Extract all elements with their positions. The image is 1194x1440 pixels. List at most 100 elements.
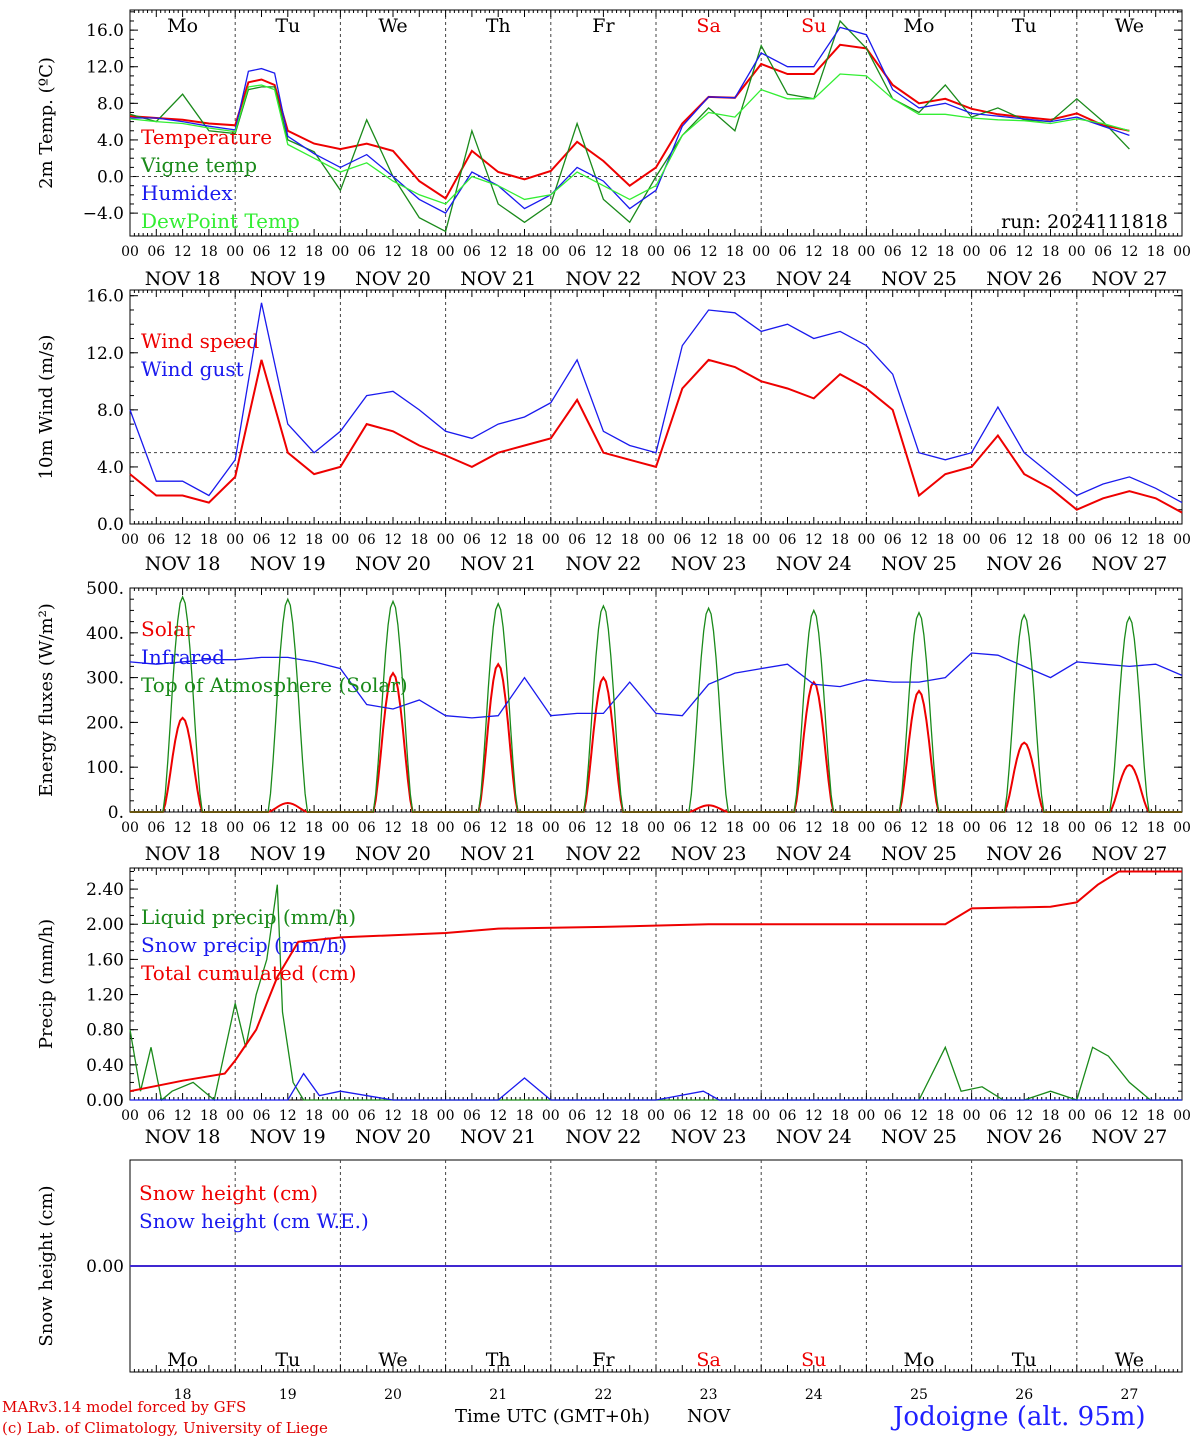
date-label: NOV 27 <box>1091 843 1167 865</box>
hour-tick-label: 12 <box>1120 244 1138 260</box>
hour-tick-label: 00 <box>121 532 139 548</box>
legend-entry: Snow precip (mm/h) <box>141 933 347 957</box>
hour-tick-label: 06 <box>779 820 797 836</box>
hour-tick-label: 18 <box>621 820 639 836</box>
day-number-label: 25 <box>910 1387 928 1403</box>
x-axis-month: NOV <box>687 1406 731 1427</box>
x-axis-title: Time UTC (GMT+0h) <box>455 1406 650 1427</box>
hour-tick-label: 06 <box>568 532 586 548</box>
hour-tick-label: 12 <box>910 532 928 548</box>
date-label: NOV 26 <box>986 268 1062 290</box>
date-label: NOV 19 <box>250 268 326 290</box>
hour-tick-label: 00 <box>542 244 560 260</box>
hour-tick-label: 18 <box>516 1108 534 1124</box>
date-label: NOV 26 <box>986 843 1062 865</box>
hour-tick-label: 06 <box>147 532 165 548</box>
hour-tick-label: 00 <box>542 820 560 836</box>
hour-tick-label: 12 <box>174 820 192 836</box>
hour-tick-label: 12 <box>279 244 297 260</box>
weekday-label: Sa <box>696 15 720 37</box>
hour-tick-label: 18 <box>410 532 428 548</box>
y-tick-label: 12.0 <box>86 58 124 78</box>
hour-tick-label: 06 <box>779 244 797 260</box>
date-label: NOV 20 <box>355 843 431 865</box>
weekday-label: Fr <box>592 15 615 37</box>
y-tick-label: 16.0 <box>86 287 124 307</box>
weekday-label: Mo <box>904 15 935 37</box>
run-label: run: 2024111818 <box>1001 211 1168 233</box>
date-label: NOV 24 <box>776 553 852 575</box>
hour-tick-label: 18 <box>516 532 534 548</box>
hour-tick-label: 18 <box>621 1108 639 1124</box>
hour-tick-label: 00 <box>857 244 875 260</box>
series-line-vigne-temp <box>129 19 1130 233</box>
date-label: NOV 24 <box>776 843 852 865</box>
hour-tick-label: 18 <box>200 1108 218 1124</box>
hour-tick-label: 18 <box>831 532 849 548</box>
date-label: NOV 25 <box>881 553 957 575</box>
hour-tick-label: 06 <box>358 820 376 836</box>
y-tick-label: 8.0 <box>97 94 124 114</box>
y-tick-label: 0.00 <box>86 1091 124 1111</box>
hour-tick-label: 00 <box>437 244 455 260</box>
hour-tick-label: 06 <box>779 1108 797 1124</box>
hour-tick-label: 06 <box>568 244 586 260</box>
series-line-wind-gust <box>129 302 1183 504</box>
date-label: NOV 18 <box>145 843 221 865</box>
hour-tick-label: 18 <box>1147 820 1165 836</box>
date-label: NOV 21 <box>460 553 536 575</box>
day-number-label: 22 <box>594 1387 612 1403</box>
hour-tick-label: 12 <box>1120 820 1138 836</box>
hour-tick-label: 06 <box>1094 532 1112 548</box>
hour-tick-label: 18 <box>410 244 428 260</box>
hour-tick-label: 06 <box>358 532 376 548</box>
hour-tick-label: 18 <box>410 820 428 836</box>
weekday-label: Sa <box>696 1349 720 1371</box>
hour-tick-label: 18 <box>726 1108 744 1124</box>
hour-tick-label: 12 <box>910 1108 928 1124</box>
hour-tick-label: 12 <box>700 1108 718 1124</box>
y-tick-label: 2.00 <box>86 915 124 935</box>
y-tick-label: 1.20 <box>86 986 124 1006</box>
hour-tick-label: 12 <box>805 532 823 548</box>
plot-frame-2 <box>129 587 1183 813</box>
hour-tick-label: 00 <box>226 820 244 836</box>
hour-tick-label: 12 <box>594 1108 612 1124</box>
day-number-label: 19 <box>279 1387 297 1403</box>
date-label: NOV 24 <box>776 1126 852 1148</box>
hour-tick-label: 18 <box>1042 244 1060 260</box>
weekday-label: Tu <box>275 1349 300 1371</box>
y-axis-label: 2m Temp. (ºC) <box>36 57 57 189</box>
hour-tick-label: 18 <box>936 1108 954 1124</box>
hour-tick-label: 18 <box>516 820 534 836</box>
y-tick-label: 200. <box>86 713 124 733</box>
y-tick-label: 0.40 <box>86 1056 124 1076</box>
hour-tick-label: 00 <box>963 1108 981 1124</box>
date-label: NOV 23 <box>671 843 747 865</box>
hour-tick-label: 06 <box>779 532 797 548</box>
hour-tick-label: 00 <box>331 820 349 836</box>
legend-entry: Snow height (cm W.E.) <box>139 1209 369 1233</box>
hour-tick-label: 06 <box>989 1108 1007 1124</box>
y-axis-label: Energy fluxes (W/m²) <box>36 603 57 797</box>
day-number-label: 27 <box>1120 1387 1138 1403</box>
hour-tick-label: 00 <box>1173 532 1191 548</box>
date-label: NOV 22 <box>565 553 641 575</box>
legend-entry: Total cumulated (cm) <box>141 961 357 985</box>
hour-tick-label: 00 <box>226 244 244 260</box>
weekday-label: Tu <box>275 15 300 37</box>
hour-tick-label: 12 <box>489 244 507 260</box>
hour-tick-label: 06 <box>989 532 1007 548</box>
hour-tick-label: 06 <box>884 1108 902 1124</box>
hour-tick-label: 00 <box>752 244 770 260</box>
date-label: NOV 21 <box>460 843 536 865</box>
hour-tick-label: 00 <box>437 820 455 836</box>
legend-entry: Top of Atmosphere (Solar) <box>141 673 408 697</box>
y-tick-label: 0.0 <box>97 515 124 535</box>
hour-tick-label: 12 <box>384 532 402 548</box>
hour-tick-label: 00 <box>226 532 244 548</box>
hour-tick-label: 06 <box>1094 1108 1112 1124</box>
weekday-label: Su <box>801 15 826 37</box>
y-axis-label: Snow height (cm) <box>36 1185 57 1346</box>
